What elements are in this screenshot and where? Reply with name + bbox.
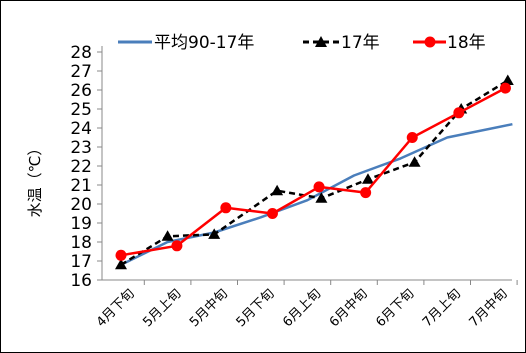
y-tick-label: 21 — [70, 176, 92, 196]
y-tick-label: 28 — [70, 43, 92, 63]
series-18-marker — [313, 181, 325, 193]
y-tick-label: 23 — [70, 138, 92, 158]
y-tick-label: 17 — [70, 252, 92, 272]
series-18-marker — [115, 249, 127, 261]
y-tick-label: 16 — [70, 271, 92, 291]
y-tick-label: 20 — [70, 195, 92, 215]
series-18-marker — [453, 107, 465, 119]
y-tick-label: 26 — [70, 81, 92, 101]
series-17-marker — [271, 184, 284, 196]
series-17-marker — [208, 228, 221, 239]
series-17-marker — [408, 156, 421, 167]
legend-avg-label: 平均90-17年 — [154, 33, 254, 53]
y-tick-label: 22 — [70, 157, 92, 177]
series-avg-line — [120, 122, 513, 266]
y-tick-label: 19 — [70, 214, 92, 234]
series-18-marker — [360, 187, 372, 199]
legend: 平均90-17年 17年 18年 — [118, 33, 486, 53]
legend-18-label: 18年 — [447, 33, 486, 53]
series-18-marker — [266, 208, 278, 219]
series-18-marker — [499, 82, 511, 94]
series-17-marker — [161, 230, 174, 241]
series-layer — [115, 74, 514, 270]
y-axis-label: 水温（℃） — [26, 141, 44, 218]
y-tick-label: 27 — [70, 62, 92, 82]
y-tick-label: 24 — [70, 119, 92, 139]
series-17-marker — [315, 192, 328, 203]
y-tick-label: 25 — [70, 100, 92, 120]
series-17-marker — [501, 74, 514, 85]
legend-17-marker — [315, 36, 327, 47]
series-17-marker — [361, 173, 374, 184]
y-tick-label: 18 — [70, 233, 92, 253]
series-18-marker — [406, 132, 418, 143]
series-18-marker — [220, 202, 232, 214]
series-17-marker — [115, 258, 127, 270]
series-18-marker — [171, 240, 183, 252]
legend-17-label: 17年 — [341, 33, 380, 53]
legend-18-marker — [424, 36, 436, 48]
